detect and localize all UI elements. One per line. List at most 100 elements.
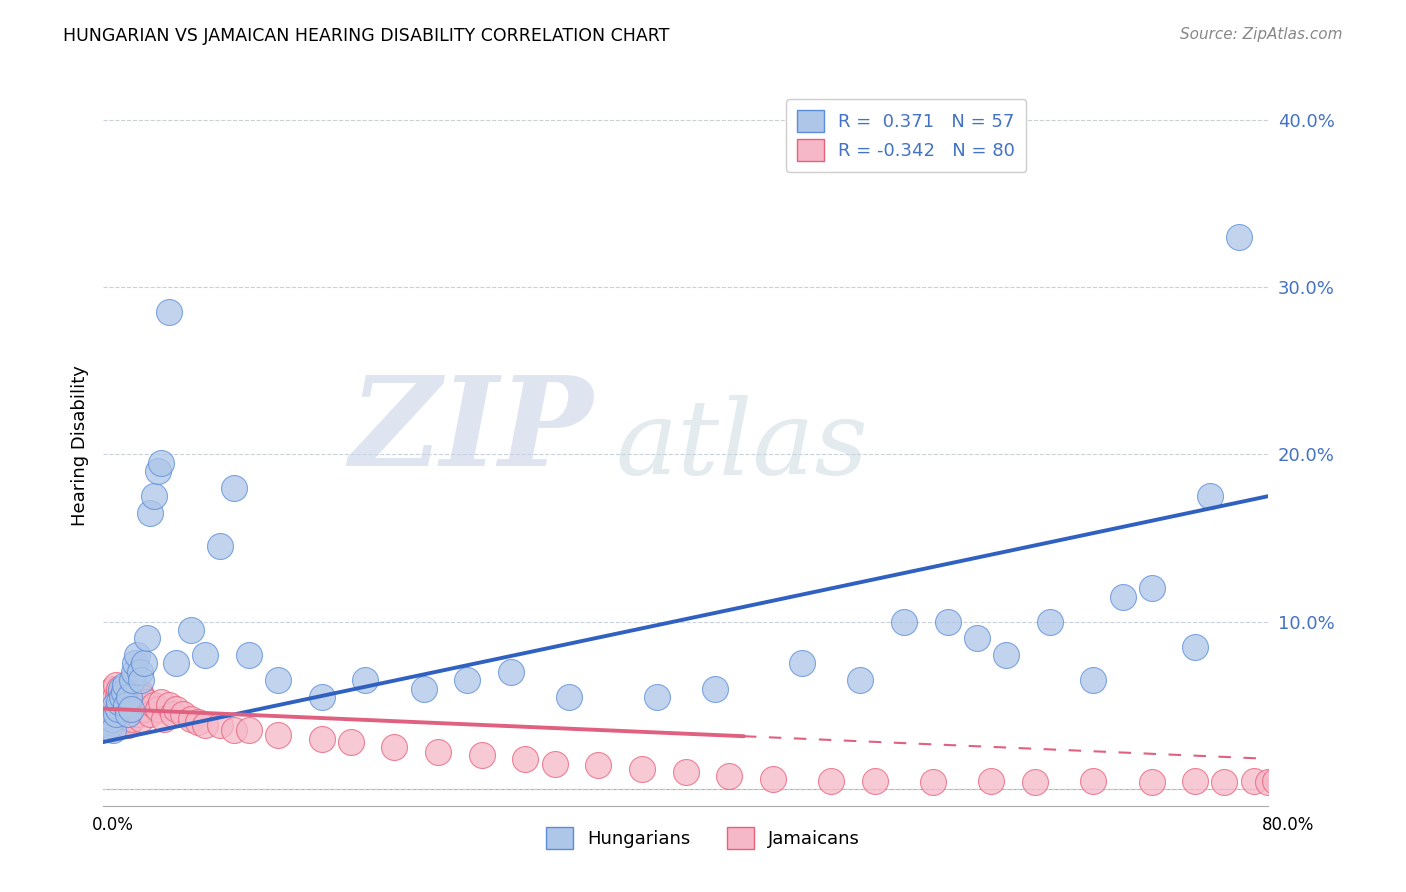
Point [110, 681, 132, 696]
Point [118, 685, 141, 699]
Point [194, 718, 217, 732]
Point [104, 698, 127, 713]
Point [150, 456, 173, 470]
Text: Source: ZipAtlas.com: Source: ZipAtlas.com [1180, 27, 1343, 42]
Point [980, 773, 1002, 788]
Point [115, 706, 138, 721]
Point [499, 665, 522, 679]
Point [165, 657, 187, 671]
Point [339, 735, 361, 749]
Point [922, 775, 945, 789]
Point [128, 665, 150, 679]
Point [121, 712, 143, 726]
Point [112, 681, 135, 696]
Point [100, 685, 122, 699]
Point [120, 701, 142, 715]
Legend: R =  0.371   N = 57, R = -0.342   N = 80: R = 0.371 N = 57, R = -0.342 N = 80 [786, 99, 1026, 172]
Point [132, 657, 155, 671]
Point [631, 762, 654, 776]
Point [1184, 640, 1206, 654]
Point [238, 648, 260, 662]
Point [703, 681, 725, 696]
Point [105, 701, 128, 715]
Point [1264, 773, 1286, 788]
Point [224, 723, 246, 738]
Point [114, 690, 136, 704]
Point [558, 690, 581, 704]
Text: 0.0%: 0.0% [91, 816, 134, 834]
Point [1243, 773, 1265, 788]
Point [1083, 773, 1105, 788]
Point [1199, 489, 1222, 503]
Point [143, 489, 166, 503]
Point [118, 698, 141, 713]
Point [412, 681, 434, 696]
Point [107, 701, 129, 715]
Point [1213, 775, 1236, 789]
Point [148, 701, 170, 715]
Point [515, 752, 537, 766]
Point [1227, 230, 1250, 244]
Point [114, 678, 136, 692]
Point [187, 714, 209, 729]
Point [194, 648, 217, 662]
Point [456, 673, 478, 688]
Point [121, 690, 143, 704]
Point [966, 632, 988, 646]
Point [179, 623, 201, 637]
Point [150, 695, 173, 709]
Point [111, 695, 134, 709]
Point [893, 615, 915, 629]
Point [267, 673, 290, 688]
Point [311, 731, 333, 746]
Point [105, 678, 128, 692]
Point [105, 706, 128, 721]
Point [165, 701, 187, 715]
Point [820, 773, 842, 788]
Point [135, 695, 157, 709]
Point [125, 706, 148, 721]
Point [117, 706, 139, 721]
Point [1184, 773, 1206, 788]
Point [97, 690, 120, 704]
Y-axis label: Hearing Disability: Hearing Disability [72, 366, 89, 526]
Point [112, 701, 135, 715]
Point [128, 685, 150, 699]
Point [122, 701, 145, 715]
Point [103, 706, 125, 721]
Point [112, 685, 135, 699]
Point [124, 657, 146, 671]
Point [148, 464, 170, 478]
Text: ZIP: ZIP [349, 371, 592, 492]
Point [108, 712, 131, 726]
Point [1140, 775, 1163, 789]
Point [354, 673, 377, 688]
Point [471, 748, 494, 763]
Point [101, 695, 124, 709]
Point [129, 673, 152, 688]
Point [179, 712, 201, 726]
Point [103, 723, 125, 738]
Point [100, 701, 122, 715]
Point [101, 712, 124, 726]
Point [675, 765, 697, 780]
Point [97, 714, 120, 729]
Point [107, 718, 129, 732]
Point [162, 706, 184, 721]
Point [129, 712, 152, 726]
Point [384, 740, 406, 755]
Point [143, 698, 166, 713]
Point [1111, 590, 1133, 604]
Point [111, 706, 134, 721]
Point [96, 698, 118, 713]
Point [117, 718, 139, 732]
Text: HUNGARIAN VS JAMAICAN HEARING DISABILITY CORRELATION CHART: HUNGARIAN VS JAMAICAN HEARING DISABILITY… [63, 27, 669, 45]
Point [238, 723, 260, 738]
Point [118, 690, 141, 704]
Point [120, 701, 142, 715]
Point [121, 673, 143, 688]
Point [1024, 775, 1046, 789]
Legend: Hungarians, Jamaicans: Hungarians, Jamaicans [538, 820, 868, 856]
Point [122, 665, 145, 679]
Point [1083, 673, 1105, 688]
